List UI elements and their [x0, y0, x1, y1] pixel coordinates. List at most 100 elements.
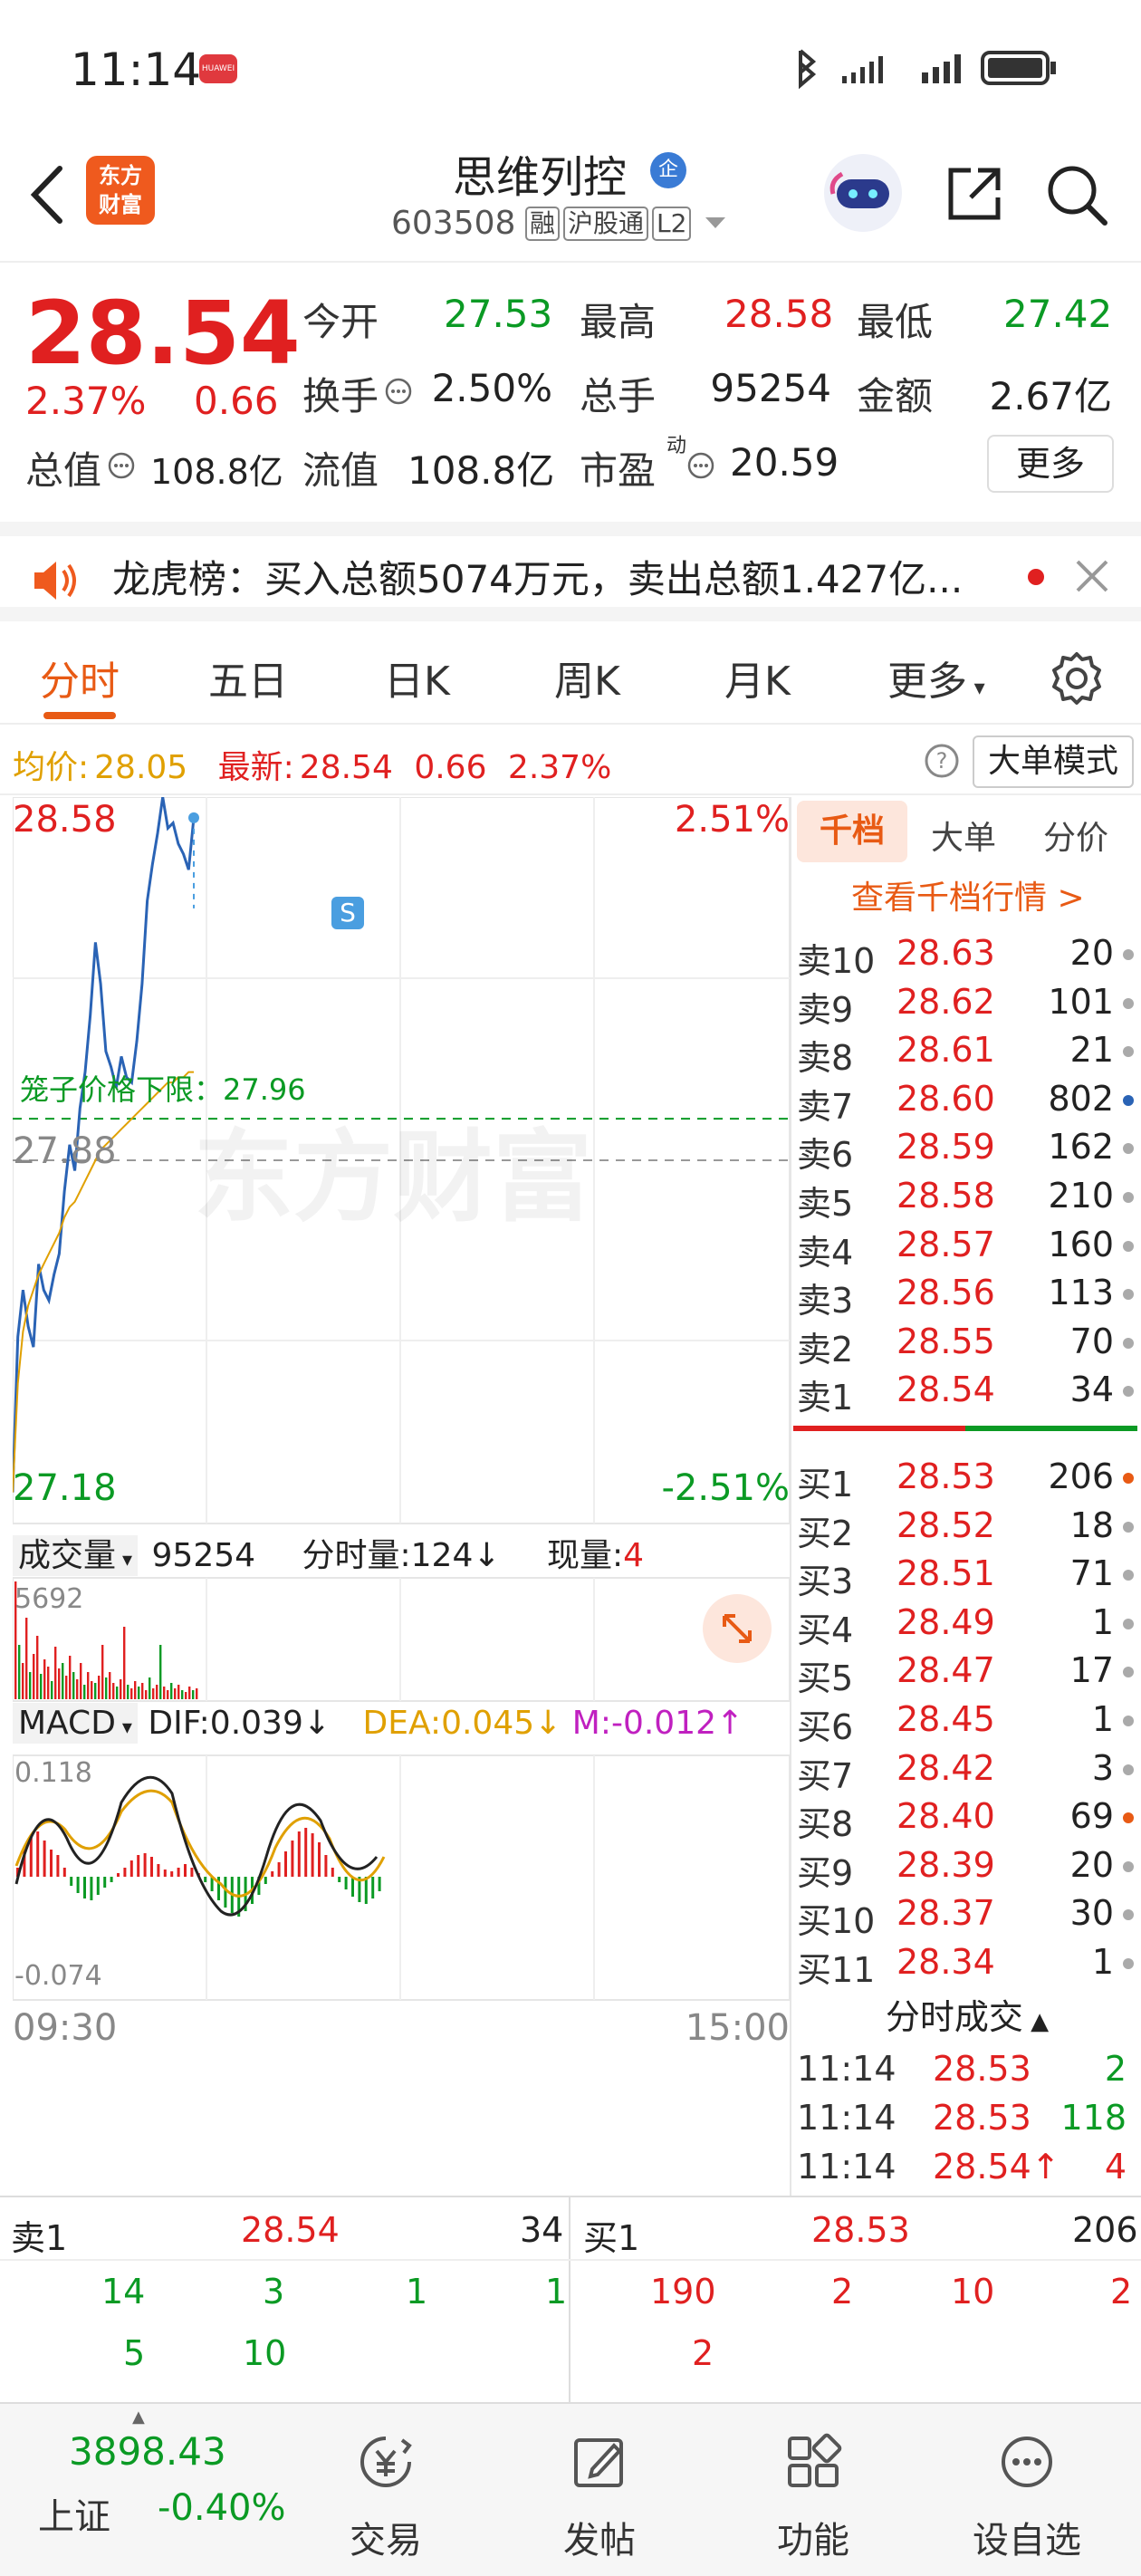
app-logo[interactable]: 东方 财富 — [86, 156, 155, 225]
volume-bar — [72, 1672, 75, 1699]
more-button[interactable]: 更多 — [987, 435, 1114, 493]
ask-row[interactable]: 卖5 28.58 210 — [797, 1176, 1134, 1225]
info-circle-icon[interactable] — [107, 451, 136, 480]
ticks-title: 分时成交 — [885, 1997, 1023, 2037]
macd-bar — [137, 1855, 140, 1877]
tab-daily-k[interactable]: 日K — [384, 658, 450, 705]
macd-indicator-selector[interactable]: MACD ▾ — [13, 1703, 138, 1744]
bid-level: 买11 — [797, 1950, 876, 1990]
gear-icon[interactable] — [1049, 650, 1105, 706]
ask-row[interactable]: 卖1 28.54 34 — [797, 1370, 1134, 1418]
macd-bar — [16, 1868, 19, 1877]
tab-intraday[interactable]: 分时 — [40, 658, 120, 705]
tab-more-label: 更多 — [887, 658, 967, 705]
news-banner[interactable]: 龙虎榜：买入总额5074万元，卖出总额1.427亿... — [0, 522, 1141, 621]
ask-row[interactable]: 卖4 28.57 160 — [797, 1225, 1134, 1274]
news-text[interactable]: 龙虎榜：买入总额5074万元，卖出总额1.427亿... — [112, 557, 964, 601]
index-value[interactable]: 3898.43 — [69, 2429, 226, 2474]
ticks-header[interactable]: 分时成交 ▲ — [793, 1989, 1141, 2038]
tick-row: 11:14 28.53 118 — [797, 2098, 1134, 2147]
macd-bar — [70, 1877, 73, 1886]
info-circle-icon[interactable] — [686, 451, 715, 480]
volume-label: 成交量 — [18, 1537, 117, 1574]
nav-functions[interactable]: 功能 — [723, 2404, 904, 2576]
expand-icon[interactable] — [703, 1594, 772, 1663]
bid-row[interactable]: 买3 28.51 71 — [797, 1553, 1134, 1602]
ask-row[interactable]: 卖8 28.61 21 — [797, 1030, 1134, 1079]
ai-assistant-icon[interactable] — [824, 154, 902, 232]
macd-bar — [123, 1868, 127, 1877]
ask-row[interactable]: 卖9 28.62 101 — [797, 982, 1134, 1031]
bid-row[interactable]: 买7 28.42 3 — [797, 1748, 1134, 1797]
help-icon[interactable]: ? — [924, 743, 960, 779]
volume-bar — [185, 1692, 187, 1699]
share-icon[interactable] — [942, 161, 1007, 226]
volume-bar — [101, 1645, 104, 1699]
bid-volume: 30 — [1069, 1893, 1114, 1934]
volume-bar — [51, 1681, 53, 1699]
volume-bar — [54, 1647, 57, 1699]
bid-row[interactable]: 买8 28.40 69 — [797, 1796, 1134, 1845]
back-arrow-icon[interactable] — [25, 163, 71, 226]
volume-indicator-selector[interactable]: 成交量 ▾ — [13, 1535, 139, 1576]
info-circle-icon[interactable] — [384, 377, 413, 406]
tab-monthly-k[interactable]: 月K — [724, 658, 791, 705]
price-line — [11, 796, 196, 1493]
bid-row[interactable]: 买9 28.39 20 — [797, 1845, 1134, 1894]
big-order-mode-button[interactable]: 大单模式 — [973, 735, 1134, 788]
divider — [569, 2197, 570, 2406]
dropdown-icon[interactable] — [704, 214, 727, 232]
volume-bar — [188, 1687, 191, 1699]
close-icon[interactable] — [1074, 558, 1110, 594]
more-dots-icon — [1002, 2437, 1052, 2487]
bid-volume: 206 — [1048, 1456, 1114, 1496]
ask-row[interactable]: 卖3 28.56 113 — [797, 1273, 1134, 1322]
intraday-chart[interactable]: 28.58 2.51% 27.18 -2.51% 27.88 笼子价格下限：27… — [11, 796, 791, 2134]
nav-watchlist[interactable]: 设自选 — [936, 2404, 1117, 2576]
bid-row[interactable]: 买1 28.53 206 — [797, 1456, 1134, 1505]
bid-row[interactable]: 买11 28.34 1 — [797, 1942, 1134, 1991]
low-value: 27.42 — [1003, 292, 1113, 336]
tick-price: 28.53 — [933, 2098, 1031, 2138]
nav-trade[interactable]: 交易 — [295, 2404, 476, 2576]
tag-margin: 融 — [525, 207, 561, 241]
chart-top-pct: 2.51% — [674, 799, 790, 841]
tab-price-distribution[interactable]: 分价 — [1043, 820, 1109, 857]
ask-row[interactable]: 卖10 28.63 20 — [797, 933, 1134, 982]
search-icon[interactable] — [1043, 161, 1110, 228]
last-change-pct: 2.37% — [507, 749, 612, 786]
bid-row[interactable]: 买10 28.37 30 — [797, 1893, 1134, 1942]
bid-row[interactable]: 买2 28.52 18 — [797, 1505, 1134, 1554]
bid-row[interactable]: 买5 28.47 17 — [797, 1650, 1134, 1699]
macd-bar — [184, 1864, 187, 1877]
volume-bar — [18, 1645, 21, 1699]
tick-price: 28.54↑ — [933, 2147, 1060, 2187]
volume-bar — [181, 1690, 184, 1699]
index-name[interactable]: 上证 — [38, 2496, 110, 2538]
bid-price: 28.49 — [896, 1601, 995, 1642]
tab-weekly-k[interactable]: 周K — [554, 658, 620, 705]
tab-five-day[interactable]: 五日 — [208, 658, 288, 705]
macd-bar — [271, 1871, 274, 1877]
volume-bar — [69, 1656, 72, 1699]
order-dot — [1123, 1473, 1134, 1484]
macd-bar — [96, 1877, 100, 1895]
enterprise-badge-icon: 企 — [650, 152, 686, 188]
grid-icon — [788, 2433, 842, 2487]
nav-post[interactable]: 发帖 — [509, 2404, 690, 2576]
ask-row[interactable]: 卖2 28.55 70 — [797, 1322, 1134, 1370]
index-change[interactable]: -0.40% — [158, 2487, 286, 2529]
tab-thousand-level[interactable]: 千档 — [797, 801, 907, 862]
signal-s-icon[interactable]: S — [331, 897, 364, 929]
order-dot — [1123, 1337, 1134, 1349]
view-thousand-level-link[interactable]: 查看千档行情 > — [851, 879, 1085, 917]
volume-now-label: 现量: — [546, 1537, 624, 1574]
ask-row[interactable]: 卖7 28.60 802 — [797, 1079, 1134, 1128]
tab-more[interactable]: 更多 ▾ — [887, 649, 985, 706]
bid-row[interactable]: 买6 28.45 1 — [797, 1699, 1134, 1748]
queue-ask-vol: 34 — [520, 2210, 564, 2250]
order-dot — [1123, 1716, 1134, 1726]
ask-row[interactable]: 卖6 28.59 162 — [797, 1127, 1134, 1176]
bid-row[interactable]: 买4 28.49 1 — [797, 1602, 1134, 1651]
tab-big-order[interactable]: 大单 — [931, 820, 997, 857]
